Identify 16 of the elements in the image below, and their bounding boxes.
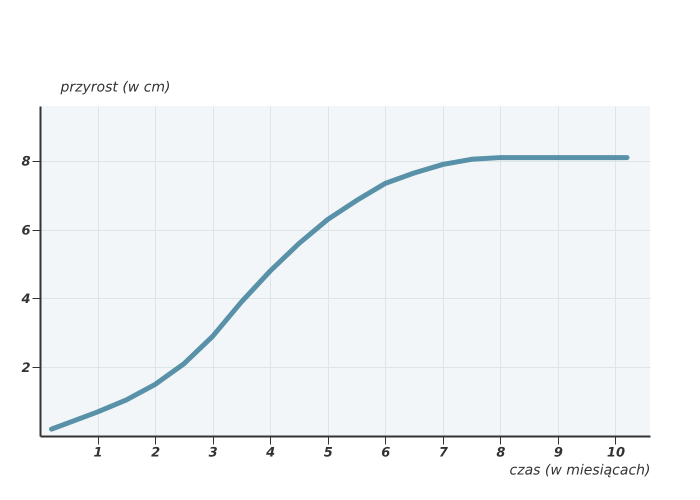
x-tick-label: 6 — [381, 446, 390, 460]
x-tick-label: 4 — [265, 446, 276, 460]
y-tick-label: 4 — [20, 292, 30, 307]
x-tick-label: 3 — [208, 446, 218, 460]
x-tick-label: 9 — [554, 446, 563, 460]
x-tick-label: 8 — [496, 446, 506, 460]
x-tick-label: 2 — [151, 446, 160, 460]
x-tick-label: 10 — [606, 446, 626, 460]
y-tick-label: 6 — [21, 223, 30, 238]
y-tick-label: 2 — [21, 360, 30, 376]
x-axis-title: czas (w miesiącach) — [510, 462, 650, 478]
x-tick-label: 1 — [94, 446, 103, 460]
y-tick-label: 8 — [21, 154, 30, 170]
x-tick-label: 7 — [438, 446, 449, 460]
y-axis-title: przyrost (w cm) — [60, 80, 170, 96]
x-tick-label: 5 — [324, 446, 333, 460]
